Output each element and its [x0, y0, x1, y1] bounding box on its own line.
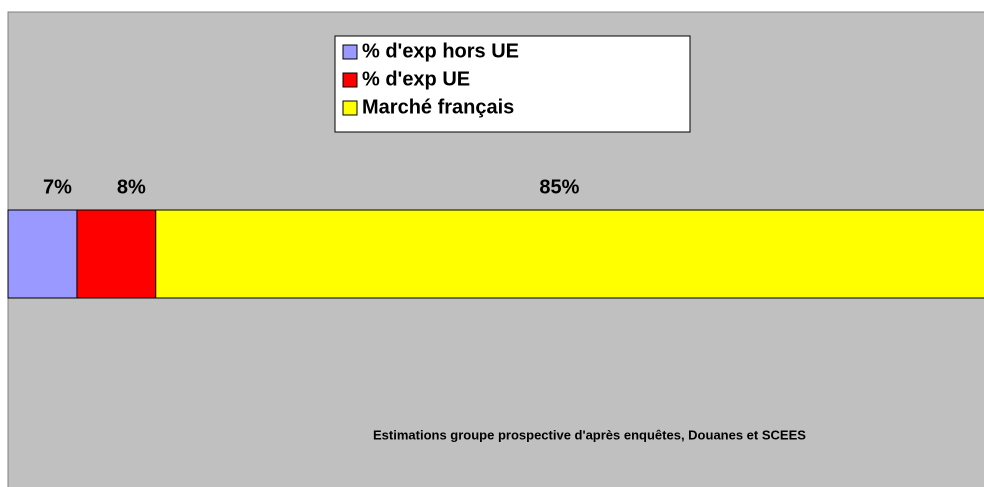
bar-segment [7, 209, 78, 299]
bar-segment [76, 209, 157, 299]
legend-label: % d'exp hors UE [362, 40, 519, 62]
legend-swatch [342, 44, 358, 60]
legend-label: % d'exp UE [362, 68, 470, 90]
legend-swatch [342, 72, 358, 88]
legend-swatch [342, 100, 358, 116]
data-label: 7% [43, 176, 72, 198]
data-label: 8% [117, 176, 146, 198]
legend [334, 35, 691, 133]
legend-label: Marché français [362, 96, 514, 118]
annotation: Estimations groupe prospective d'après e… [373, 427, 806, 442]
bar-segment [155, 209, 984, 299]
data-label: 85% [539, 176, 579, 198]
